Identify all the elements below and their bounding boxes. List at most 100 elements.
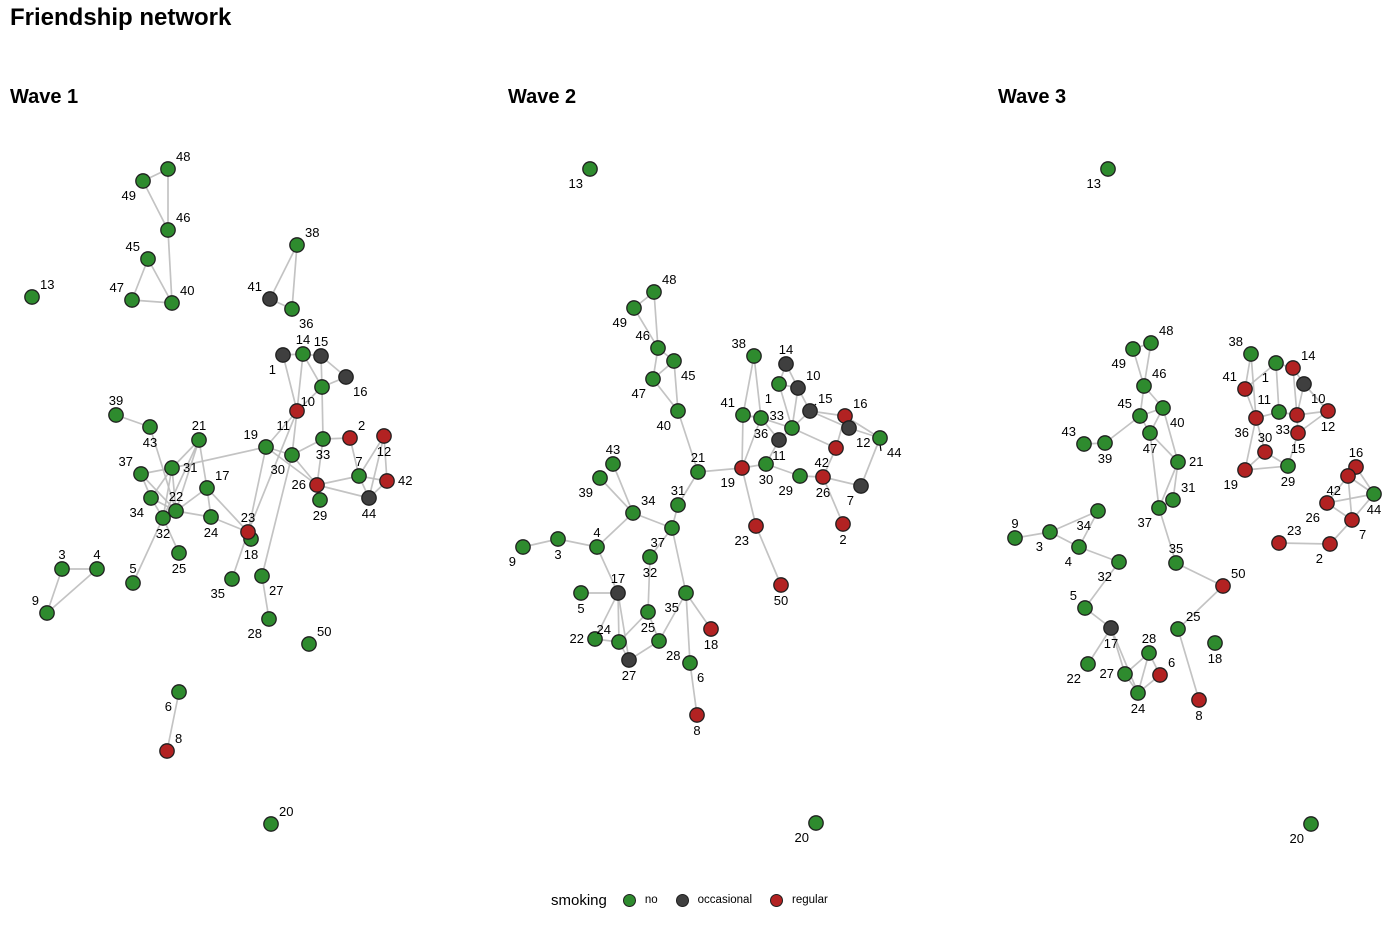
node-30 bbox=[758, 456, 774, 472]
node-41 bbox=[262, 291, 278, 307]
node-47 bbox=[124, 292, 140, 308]
edge bbox=[658, 592, 687, 642]
node-label-9: 9 bbox=[509, 554, 516, 569]
edge bbox=[673, 360, 679, 412]
node-1 bbox=[1268, 355, 1284, 371]
node-label-15: 15 bbox=[818, 391, 832, 406]
node-30 bbox=[284, 447, 300, 463]
node-3 bbox=[54, 561, 70, 577]
node-label-40: 40 bbox=[657, 418, 671, 433]
node-label-21: 21 bbox=[691, 450, 705, 465]
node-label-30: 30 bbox=[1258, 430, 1272, 445]
node-34 bbox=[625, 505, 641, 521]
edge bbox=[1158, 461, 1179, 509]
edge bbox=[132, 517, 164, 584]
node-label-15: 15 bbox=[1291, 441, 1305, 456]
node-43 bbox=[142, 419, 158, 435]
edge bbox=[1177, 628, 1200, 701]
node-42 bbox=[828, 440, 844, 456]
node-label-41: 41 bbox=[248, 279, 262, 294]
node-label-10: 10 bbox=[806, 368, 820, 383]
node-8 bbox=[1191, 692, 1207, 708]
node-label-49: 49 bbox=[1112, 356, 1126, 371]
node-label-33: 33 bbox=[316, 447, 330, 462]
node-16 bbox=[338, 369, 354, 385]
node-18 bbox=[703, 621, 719, 637]
edge bbox=[162, 467, 173, 519]
node-label-1: 1 bbox=[1262, 370, 1269, 385]
edge bbox=[1326, 493, 1375, 504]
node-label-50: 50 bbox=[774, 593, 788, 608]
node-label-2: 2 bbox=[839, 532, 846, 547]
edge bbox=[1162, 407, 1179, 463]
node-label-33: 33 bbox=[1276, 422, 1290, 437]
edge bbox=[206, 487, 249, 533]
node-2 bbox=[835, 516, 851, 532]
smoking-legend: smoking no occasional regular bbox=[551, 889, 846, 911]
edge bbox=[1149, 432, 1160, 509]
node-label-47: 47 bbox=[632, 386, 646, 401]
node-label-1: 1 bbox=[269, 362, 276, 377]
node-label-18: 18 bbox=[704, 637, 718, 652]
node-1 bbox=[771, 376, 787, 392]
node-15 bbox=[313, 348, 329, 364]
node-label-26: 26 bbox=[292, 477, 306, 492]
node-label-6: 6 bbox=[165, 699, 172, 714]
edge bbox=[1278, 542, 1331, 545]
edge bbox=[1292, 367, 1298, 416]
node-label-27: 27 bbox=[269, 583, 283, 598]
node-3 bbox=[550, 531, 566, 547]
node-label-18: 18 bbox=[1208, 651, 1222, 666]
node-label-23: 23 bbox=[735, 533, 749, 548]
legend-label-occasional: occasional bbox=[697, 894, 752, 906]
node-label-44: 44 bbox=[362, 506, 376, 521]
node-label-3: 3 bbox=[58, 547, 65, 562]
node-label-43: 43 bbox=[1062, 424, 1076, 439]
edge bbox=[1084, 561, 1120, 609]
edge bbox=[594, 592, 619, 640]
edge bbox=[282, 354, 298, 412]
node-9 bbox=[1007, 530, 1023, 546]
node-label-37: 37 bbox=[119, 454, 133, 469]
node-label-15: 15 bbox=[314, 334, 328, 349]
node-label-47: 47 bbox=[110, 280, 124, 295]
node-label-27: 27 bbox=[1100, 666, 1114, 681]
node-label-39: 39 bbox=[109, 393, 123, 408]
node-label-1: 1 bbox=[765, 391, 772, 406]
legend-item-no: no bbox=[622, 893, 658, 907]
node-26 bbox=[309, 477, 325, 493]
node-46 bbox=[650, 340, 666, 356]
node-27 bbox=[1117, 666, 1133, 682]
node-label-7: 7 bbox=[355, 454, 362, 469]
node-31 bbox=[1165, 492, 1181, 508]
node-29 bbox=[312, 492, 328, 508]
node-4 bbox=[589, 539, 605, 555]
node-22 bbox=[168, 503, 184, 519]
node-49 bbox=[1125, 341, 1141, 357]
node-label-46: 46 bbox=[176, 210, 190, 225]
node-12 bbox=[376, 428, 392, 444]
node-label-43: 43 bbox=[606, 442, 620, 457]
node-label-24: 24 bbox=[1131, 701, 1145, 716]
node-7 bbox=[1344, 512, 1360, 528]
edge bbox=[296, 353, 304, 412]
edge bbox=[653, 291, 659, 349]
node-label-28: 28 bbox=[248, 626, 262, 641]
node-label-47: 47 bbox=[1143, 441, 1157, 456]
node-29 bbox=[1280, 458, 1296, 474]
node-label-36: 36 bbox=[1235, 425, 1249, 440]
node-21 bbox=[1170, 454, 1186, 470]
edge bbox=[1275, 362, 1280, 413]
node-label-41: 41 bbox=[721, 395, 735, 410]
node-40 bbox=[1155, 400, 1171, 416]
node-label-45: 45 bbox=[1118, 396, 1132, 411]
edge bbox=[617, 592, 620, 643]
node-27 bbox=[621, 652, 637, 668]
node-label-14: 14 bbox=[779, 342, 793, 357]
node-48 bbox=[160, 161, 176, 177]
node-label-14: 14 bbox=[296, 332, 310, 347]
node-label-22: 22 bbox=[169, 489, 183, 504]
node-label-17: 17 bbox=[215, 468, 229, 483]
node-28 bbox=[261, 611, 277, 627]
